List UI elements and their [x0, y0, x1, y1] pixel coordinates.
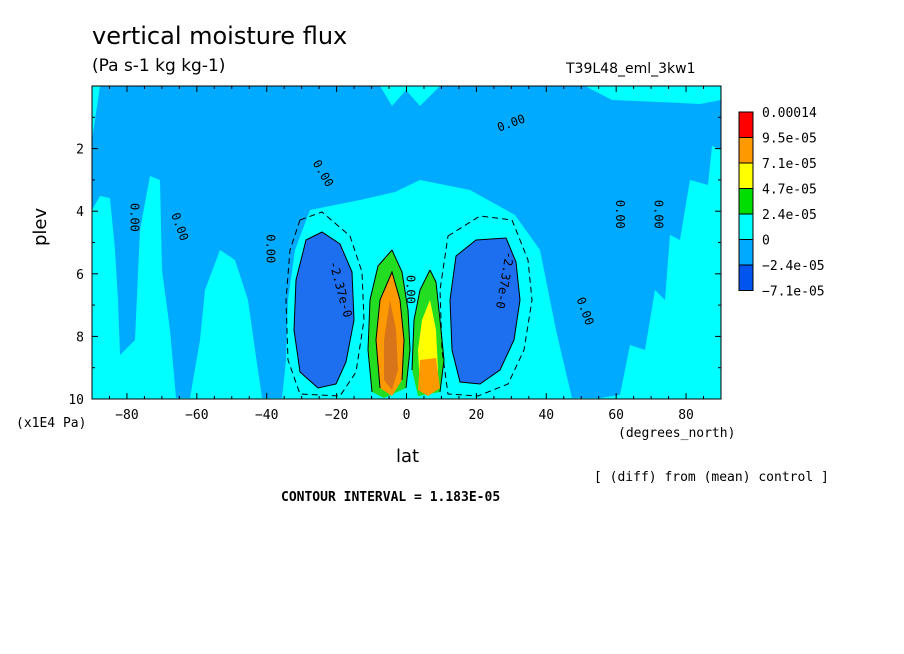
y-tick-label: 2	[76, 143, 84, 158]
colorbar-label: 7.1e-05	[762, 157, 817, 172]
colorbar-swatch	[738, 264, 754, 291]
colorbar-swatch	[738, 111, 754, 138]
contour-label: 0.00	[403, 275, 417, 304]
mid-band	[92, 86, 721, 398]
colorbar-label: 9.5e-05	[762, 132, 817, 147]
y-tick-label: 4	[76, 205, 84, 220]
axes: −80 −60 −40 −20 0 20 40 60 80 2 4 6 8 10	[68, 86, 721, 423]
contour-line	[411, 269, 431, 371]
contour-line	[293, 231, 355, 389]
run-name: T39L48_eml_3kw1	[566, 61, 696, 77]
colorbar-swatch	[738, 137, 754, 164]
contour-label: 0.00	[652, 200, 666, 229]
colorbar-label: 0	[762, 234, 770, 249]
colorbar-swatch	[738, 213, 754, 240]
x-tick-label: 20	[469, 408, 485, 423]
y-tick-label: 6	[76, 268, 84, 283]
right-updraft-base	[418, 358, 440, 396]
x-tick-label: −40	[255, 408, 278, 423]
colorbar-label: 2.4e-05	[762, 208, 817, 223]
x-axis-label: lat	[396, 446, 420, 467]
contour-line	[449, 237, 521, 385]
x-tick-label: −20	[325, 408, 348, 423]
colorbar-swatch	[738, 162, 754, 189]
y-tick-label: 8	[76, 330, 84, 345]
x-tick-label: −80	[115, 408, 138, 423]
x-tick-label: 80	[678, 408, 694, 423]
colorbar-swatch	[738, 188, 754, 215]
contour-interval: CONTOUR INTERVAL = 1.183E-05	[281, 490, 501, 505]
colorbar-swatch	[738, 239, 754, 266]
colorbar-label: 4.7e-05	[762, 183, 817, 198]
y-axis-units: (x1E4 Pa)	[16, 416, 87, 431]
colorbar-label: −2.4e-05	[762, 259, 825, 274]
contour-line	[391, 249, 411, 389]
colorbar-label: 0.00014	[762, 106, 817, 121]
x-tick-label: 0	[403, 408, 411, 423]
contour-line	[367, 249, 393, 393]
contour-line	[375, 270, 405, 389]
x-tick-label: −60	[185, 408, 208, 423]
contour-label: 0.00	[613, 200, 627, 229]
dashed-contour	[439, 215, 533, 397]
right-negative-core	[450, 238, 520, 384]
chart-title: vertical moisture flux	[92, 22, 348, 50]
x-axis-units: (degrees_north)	[618, 426, 736, 441]
diff-note: [ (diff) from (mean) control ]	[594, 470, 829, 485]
colorbar-label: −7.1e-05	[762, 285, 825, 300]
contour-label: 0.00	[264, 234, 278, 263]
left-updraft-center	[384, 300, 398, 390]
x-tick-label: 40	[538, 408, 554, 423]
dashed-contour	[285, 211, 365, 397]
x-tick-label: 60	[608, 408, 624, 423]
y-tick-label: 10	[68, 393, 84, 408]
plot-area: 0.00 0.000.000.000.000.00 0.000.000.00-2.3…	[92, 86, 721, 399]
chart-units: (Pa s-1 kg kg-1)	[92, 56, 226, 76]
colorbar: 0.00014 9.5e-05 7.1e-05 4.7e-05 2.4e-05 0 −2.4…	[738, 106, 825, 300]
contour-label: 0.00	[127, 203, 141, 232]
y-axis-label: plev	[30, 207, 51, 246]
contour-line	[429, 269, 445, 393]
left-negative-core	[294, 232, 354, 388]
